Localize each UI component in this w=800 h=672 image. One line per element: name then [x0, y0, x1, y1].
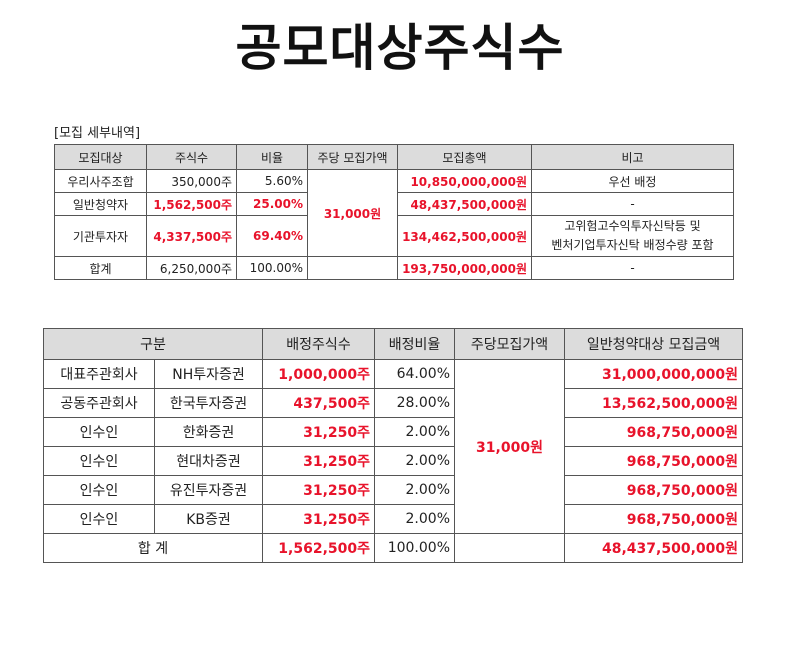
cell-total: 48,437,500,000원: [397, 192, 532, 216]
cell-target: 기관투자자: [54, 215, 147, 257]
cell-ratio: 5.60%: [236, 169, 308, 193]
cell-ratio: 2.00%: [374, 504, 455, 534]
cell-company: KB증권: [154, 504, 263, 534]
cell-price-empty: [454, 533, 565, 563]
cell-amount: 968,750,000원: [564, 446, 743, 476]
cell-note: -: [531, 256, 734, 280]
cell-company: 현대차증권: [154, 446, 263, 476]
cell-ratio: 100.00%: [374, 533, 455, 563]
cell-amount: 31,000,000,000원: [564, 359, 743, 389]
cell-company: 한화증권: [154, 417, 263, 447]
cell-target: 합계: [54, 256, 147, 280]
header-price: 주당모집가액: [454, 328, 565, 360]
header-amount: 일반청약대상 모집금액: [564, 328, 743, 360]
cell-total: 10,850,000,000원: [397, 169, 532, 193]
underwriter-allocation-table: 구분 배정주식수 배정비율 주당모집가액 일반청약대상 모집금액 대표주관회사 …: [43, 328, 743, 563]
cell-ratio: 2.00%: [374, 475, 455, 505]
cell-company: 한국투자증권: [154, 388, 263, 418]
cell-shares: 437,500주: [262, 388, 375, 418]
table-row: 기관투자자 4,337,500주 69.40% 134,462,500,000원…: [54, 215, 734, 257]
cell-amount: 968,750,000원: [564, 417, 743, 447]
cell-shares: 1,000,000주: [262, 359, 375, 389]
cell-role: 공동주관회사: [43, 388, 155, 418]
table-row: 우리사주조합 350,000주 5.60% 31,000원 10,850,000…: [54, 169, 734, 257]
cell-target: 일반청약자: [54, 192, 147, 216]
cell-total-label: 합 계: [43, 533, 263, 563]
table-row: 공동주관회사 한국투자증권 437,500주 28.00% 13,562,500…: [43, 388, 743, 418]
table-row: 인수인 현대차증권 31,250주 2.00% 968,750,000원: [43, 446, 743, 476]
table-header-row: 구분 배정주식수 배정비율 주당모집가액 일반청약대상 모집금액: [43, 328, 743, 360]
title-container: 공모대상주식수: [0, 18, 800, 78]
cell-total: 193,750,000,000원: [397, 256, 532, 280]
cell-ratio: 2.00%: [374, 417, 455, 447]
cell-note: 우선 배정: [531, 169, 734, 193]
note-line-2: 벤처기업투자신탁 배정수량 포함: [551, 238, 714, 252]
table-row: 일반청약자 1,562,500주 25.00% 48,437,500,000원 …: [54, 192, 734, 216]
header-alloc-ratio: 배정비율: [374, 328, 455, 360]
table-total-row: 합 계 1,562,500주 100.00% 48,437,500,000원: [43, 533, 743, 563]
cell-target: 우리사주조합: [54, 169, 147, 193]
header-note: 비고: [531, 144, 734, 170]
cell-note: 고위험고수익투자신탁등 및 벤처기업투자신탁 배정수량 포함: [531, 215, 734, 257]
table-header-row: 모집대상 주식수 비율 주당 모집가액 모집총액 비고: [54, 144, 734, 170]
cell-shares: 31,250주: [262, 475, 375, 505]
cell-price-empty: [307, 256, 398, 280]
cell-shares: 31,250주: [262, 446, 375, 476]
section-label: [모집 세부내역]: [54, 126, 141, 141]
cell-role: 인수인: [43, 475, 155, 505]
header-ratio: 비율: [236, 144, 308, 170]
cell-amount: 968,750,000원: [564, 504, 743, 534]
table-row: 인수인 KB증권 31,250주 2.00% 968,750,000원: [43, 504, 743, 534]
cell-shares: 4,337,500주: [146, 215, 237, 257]
cell-ratio: 100.00%: [236, 256, 308, 280]
cell-company: NH투자증권: [154, 359, 263, 389]
cell-ratio: 64.00%: [374, 359, 455, 389]
cell-shares: 350,000주: [146, 169, 237, 193]
cell-ratio: 28.00%: [374, 388, 455, 418]
cell-ratio: 25.00%: [236, 192, 308, 216]
header-category: 구분: [43, 328, 263, 360]
header-shares: 주식수: [146, 144, 237, 170]
cell-amount: 13,562,500,000원: [564, 388, 743, 418]
cell-total: 134,462,500,000원: [397, 215, 532, 257]
page-title: 공모대상주식수: [231, 18, 569, 78]
note-line-1: 고위험고수익투자신탁등 및: [564, 219, 701, 233]
cell-ratio: 69.40%: [236, 215, 308, 257]
table-row: 대표주관회사 NH투자증권 1,000,000주 64.00% 31,000원 …: [43, 359, 743, 534]
cell-amount: 48,437,500,000원: [564, 533, 743, 563]
cell-ratio: 2.00%: [374, 446, 455, 476]
cell-shares: 31,250주: [262, 504, 375, 534]
cell-shares: 6,250,000주: [146, 256, 237, 280]
cell-note: -: [531, 192, 734, 216]
header-target: 모집대상: [54, 144, 147, 170]
cell-shares: 31,250주: [262, 417, 375, 447]
header-price: 주당 모집가액: [307, 144, 398, 170]
header-total: 모집총액: [397, 144, 532, 170]
cell-shares: 1,562,500주: [146, 192, 237, 216]
table-total-row: 합계 6,250,000주 100.00% 193,750,000,000원 -: [54, 256, 734, 280]
cell-role: 인수인: [43, 446, 155, 476]
cell-role: 인수인: [43, 504, 155, 534]
cell-price: 31,000원: [307, 169, 398, 257]
cell-role: 대표주관회사: [43, 359, 155, 389]
cell-company: 유진투자증권: [154, 475, 263, 505]
cell-price: 31,000원: [454, 359, 565, 534]
recruitment-detail-table: 모집대상 주식수 비율 주당 모집가액 모집총액 비고 우리사주조합 350,0…: [54, 144, 734, 280]
cell-role: 인수인: [43, 417, 155, 447]
cell-amount: 968,750,000원: [564, 475, 743, 505]
header-alloc-shares: 배정주식수: [262, 328, 375, 360]
cell-shares: 1,562,500주: [262, 533, 375, 563]
table-row: 인수인 유진투자증권 31,250주 2.00% 968,750,000원: [43, 475, 743, 505]
page-title-text: 공모대상주식수: [235, 19, 565, 77]
table-row: 인수인 한화증권 31,250주 2.00% 968,750,000원: [43, 417, 743, 447]
